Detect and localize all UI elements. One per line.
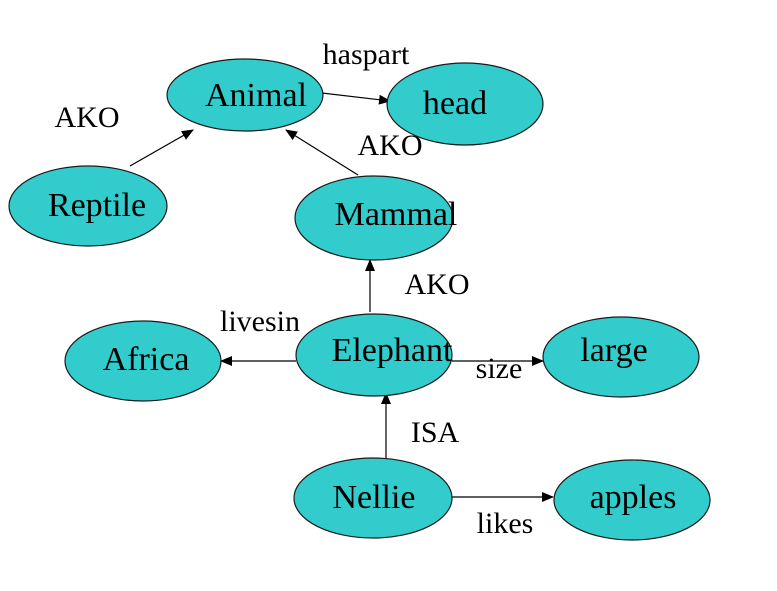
node-head: head	[386, 62, 544, 146]
node-mammal: Mammal	[294, 175, 458, 261]
node-head-label: head	[423, 85, 487, 122]
node-elephant: Elephant	[295, 313, 453, 397]
edge-labels: haspart AKO AKO AKO livesin size ISA lik…	[55, 38, 534, 540]
edges	[129, 92, 554, 502]
edge-mammal-animal	[285, 129, 359, 176]
node-apples-label: apples	[590, 479, 677, 516]
node-animal: Animal	[166, 58, 324, 132]
node-large-label: large	[580, 332, 647, 369]
node-head-shape	[386, 62, 544, 146]
node-nellie-label: Nellie	[332, 479, 415, 516]
node-apples: apples	[553, 459, 711, 541]
node-reptile-shape	[8, 165, 168, 247]
node-nellie: Nellie	[293, 457, 453, 539]
node-africa-shape	[64, 320, 222, 402]
edge-reptile-animal	[129, 129, 194, 167]
node-elephant-label: Elephant	[332, 332, 453, 369]
node-mammal-label: Mammal	[335, 196, 458, 233]
edge-label-size: size	[476, 352, 523, 385]
node-nellie-shape	[293, 457, 453, 539]
edge-label-likes: likes	[477, 507, 534, 540]
edge-label-haspart: haspart	[323, 38, 410, 71]
node-reptile-label: Reptile	[48, 187, 146, 224]
edge-animal-head	[321, 92, 391, 105]
edge-label-ako-mammal: AKO	[358, 129, 423, 162]
node-large: large	[542, 316, 700, 398]
edge-label-ako-reptile: AKO	[55, 101, 120, 134]
node-large-shape	[542, 316, 700, 398]
node-africa-label: Africa	[103, 341, 190, 378]
node-animal-label: Animal	[205, 77, 307, 114]
node-elephant-shape	[295, 313, 453, 397]
node-africa: Africa	[64, 320, 222, 402]
edge-label-livesin: livesin	[220, 305, 300, 338]
node-apples-shape	[553, 459, 711, 541]
node-mammal-shape	[294, 175, 454, 261]
edge-label-isa: ISA	[411, 416, 460, 449]
nodes: Animal head Reptile Mammal Africa Elepha…	[8, 58, 711, 541]
node-reptile: Reptile	[8, 165, 168, 247]
node-animal-shape	[166, 58, 324, 132]
edge-label-ako-elephant: AKO	[405, 268, 470, 301]
